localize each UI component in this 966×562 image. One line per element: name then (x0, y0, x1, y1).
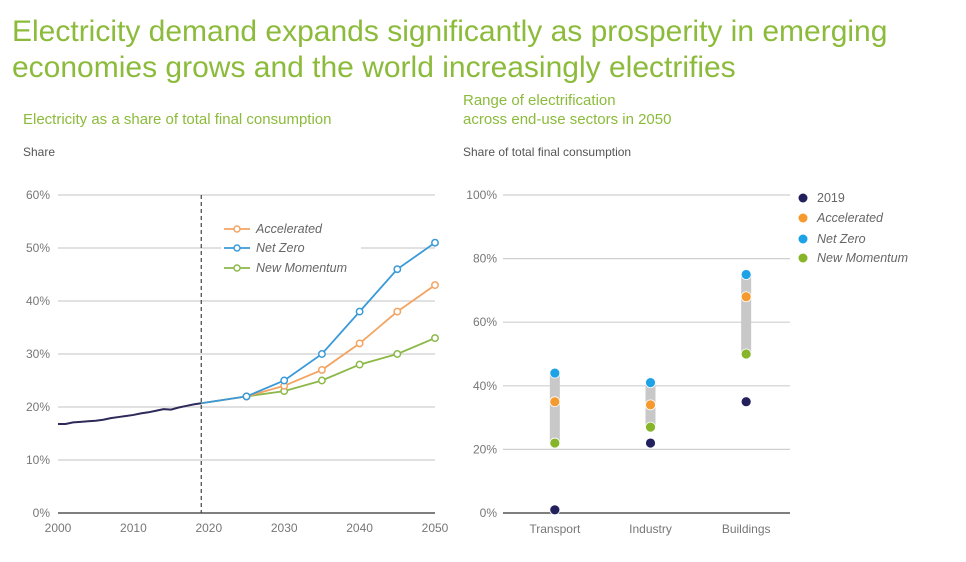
y-tick-label: 40% (26, 294, 50, 308)
x-tick-label: 2010 (120, 521, 147, 535)
legend-marker (798, 193, 808, 203)
right-y-axis-label: Share of total final consumption (463, 145, 632, 159)
legend-bg (221, 239, 361, 256)
y-tick-label: 10% (26, 453, 50, 467)
data-point (280, 376, 289, 385)
data-point (317, 350, 326, 358)
data-point (393, 265, 402, 274)
legend-marker (233, 225, 241, 233)
legend-marker (798, 234, 808, 244)
y-tick-label: 80% (473, 252, 497, 266)
right-chart-title-line-1: Range of electrification (463, 92, 616, 109)
data-point (431, 281, 439, 290)
legend-label: New Momentum (817, 251, 908, 265)
data-point (242, 392, 251, 401)
y-tick-label: 60% (26, 188, 50, 202)
data-point-2019 (645, 437, 656, 449)
data-point-new-momentum (740, 348, 752, 360)
page-title: Electricity demand expands significantly… (12, 15, 888, 84)
data-point-accelerated (740, 291, 752, 303)
left-y-axis-label: Share (23, 145, 56, 159)
y-tick-label: 20% (26, 400, 50, 414)
legend-bg (221, 259, 361, 276)
data-point-2019 (549, 504, 561, 516)
data-point-net-zero (549, 367, 561, 379)
y-tick-label: 0% (480, 506, 498, 520)
series-line-history (58, 402, 202, 425)
data-point-accelerated (549, 396, 561, 408)
x-tick-label: 2000 (45, 521, 72, 535)
data-point (317, 376, 326, 385)
legend-marker (798, 213, 808, 223)
data-point-new-momentum (645, 421, 656, 433)
range-bar (741, 274, 752, 354)
y-tick-label: 100% (466, 188, 497, 202)
y-tick-label: 40% (473, 379, 497, 393)
data-point (431, 334, 439, 343)
right-chart-title-line-2: across end-use sectors in 2050 (463, 111, 672, 128)
y-tick-label: 0% (33, 506, 51, 520)
data-point-new-momentum (549, 437, 561, 449)
data-point-2019 (740, 396, 752, 408)
x-tick-label: 2040 (346, 521, 373, 535)
legend-marker (233, 244, 241, 252)
y-tick-label: 50% (26, 241, 50, 255)
data-point-accelerated (645, 399, 656, 411)
x-tick-label: 2030 (271, 521, 298, 535)
data-point (355, 360, 364, 369)
legend-label: Net Zero (817, 232, 866, 246)
data-point (431, 238, 439, 247)
x-tick-label: 2020 (195, 521, 222, 535)
y-tick-label: 20% (473, 442, 497, 456)
left-chart-title: Electricity as a share of total final co… (23, 111, 332, 128)
x-tick-label: Transport (529, 522, 581, 536)
data-point (355, 339, 364, 348)
legend-label: Accelerated (255, 222, 323, 236)
data-point-net-zero (740, 269, 752, 280)
y-tick-label: 30% (26, 347, 50, 361)
data-point-net-zero (645, 377, 656, 389)
legend-bg (221, 220, 361, 237)
legend-marker (233, 264, 241, 272)
data-point (317, 365, 326, 374)
y-tick-label: 60% (473, 315, 497, 329)
range-bar (549, 373, 560, 444)
x-tick-label: Industry (629, 522, 672, 536)
data-point (393, 350, 402, 358)
data-point (355, 307, 364, 316)
legend-label: Accelerated (816, 211, 884, 225)
legend-label: 2019 (817, 191, 845, 205)
x-tick-label: Buildings (722, 522, 771, 536)
legend-label: Net Zero (256, 241, 305, 255)
legend-marker (798, 253, 808, 263)
x-tick-label: 2050 (422, 521, 449, 535)
legend-label: New Momentum (256, 261, 347, 275)
data-point (393, 307, 402, 316)
